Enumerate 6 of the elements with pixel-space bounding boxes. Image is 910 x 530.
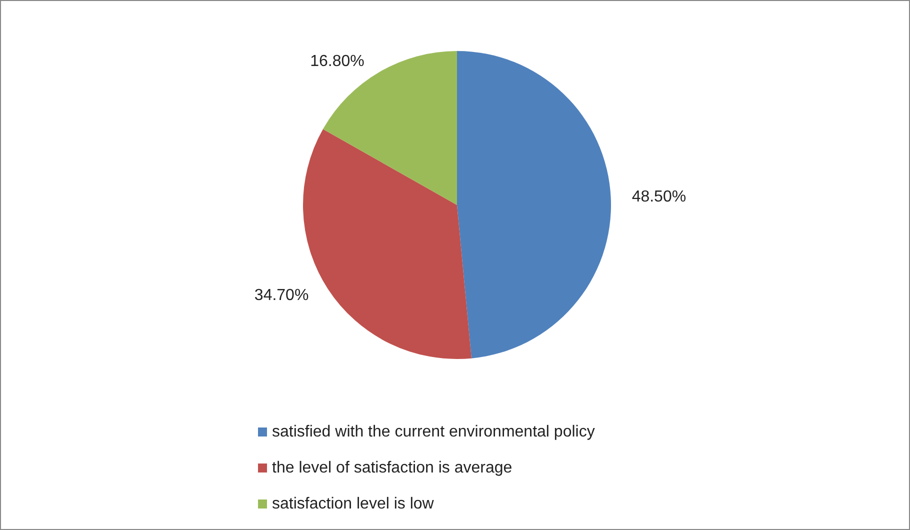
data-label: 48.50% bbox=[632, 188, 686, 206]
legend-label: satisfaction level is low bbox=[272, 496, 434, 512]
data-label: 16.80% bbox=[310, 53, 364, 70]
legend-label: the level of satisfaction is average bbox=[272, 460, 512, 476]
data-label: 34.70% bbox=[254, 286, 309, 304]
legend-label: satisfied with the current environmental policy bbox=[272, 424, 595, 440]
